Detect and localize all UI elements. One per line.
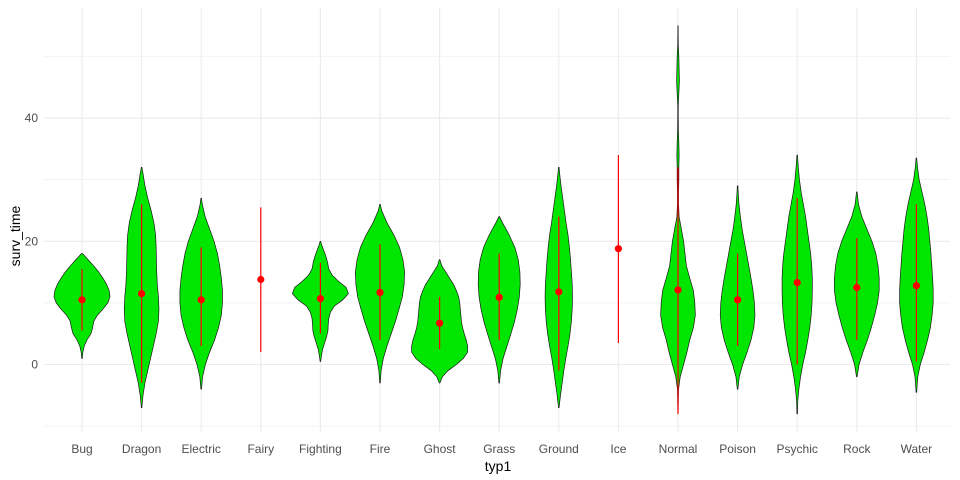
x-tick-label: Normal <box>659 442 698 456</box>
mean-point-layer <box>78 245 921 327</box>
mean-point-psychic <box>793 278 801 287</box>
mean-point-normal <box>674 286 682 294</box>
x-tick-label: Fire <box>370 442 391 456</box>
mean-point-ice <box>614 245 623 253</box>
x-tick-label: Ghost <box>424 442 457 456</box>
mean-point-bug <box>78 296 86 304</box>
x-tick-label: Water <box>901 442 933 456</box>
x-tick-label: Dragon <box>122 442 161 456</box>
mean-point-fighting <box>316 294 324 303</box>
mean-point-grass <box>495 293 503 301</box>
mean-point-dragon <box>138 290 146 298</box>
x-tick-label: Grass <box>483 442 515 456</box>
mean-point-fairy <box>257 275 265 284</box>
x-tick-label: Psychic <box>777 442 818 456</box>
x-tick-label: Ice <box>610 442 626 456</box>
mean-point-ghost <box>436 319 444 327</box>
mean-point-fire <box>376 288 384 297</box>
x-tick-label: Poison <box>719 442 756 456</box>
x-tick-label: Electric <box>182 442 221 456</box>
mean-point-ground <box>555 288 563 296</box>
y-tick-labels: 0 20 40 <box>25 111 39 371</box>
mean-point-electric <box>197 296 205 304</box>
x-tick-label: Fairy <box>247 442 274 456</box>
x-tick-labels: Bug Dragon Electric Fairy Fighting Fire Ghost G… <box>71 442 932 456</box>
x-axis-title: typ1 <box>485 458 512 474</box>
violin-layer <box>53 25 934 415</box>
y-axis-title: surv_time <box>7 205 23 266</box>
y-tick-label: 0 <box>31 358 38 372</box>
x-tick-label: Ground <box>539 442 579 456</box>
x-tick-label: Rock <box>843 442 871 456</box>
mean-point-rock <box>853 283 861 292</box>
x-tick-label: Fighting <box>299 442 342 456</box>
y-tick-label: 40 <box>25 111 39 125</box>
mean-point-poison <box>734 296 742 304</box>
mean-point-water <box>912 282 921 290</box>
y-tick-label: 20 <box>25 234 39 248</box>
x-tick-label: Bug <box>71 442 92 456</box>
